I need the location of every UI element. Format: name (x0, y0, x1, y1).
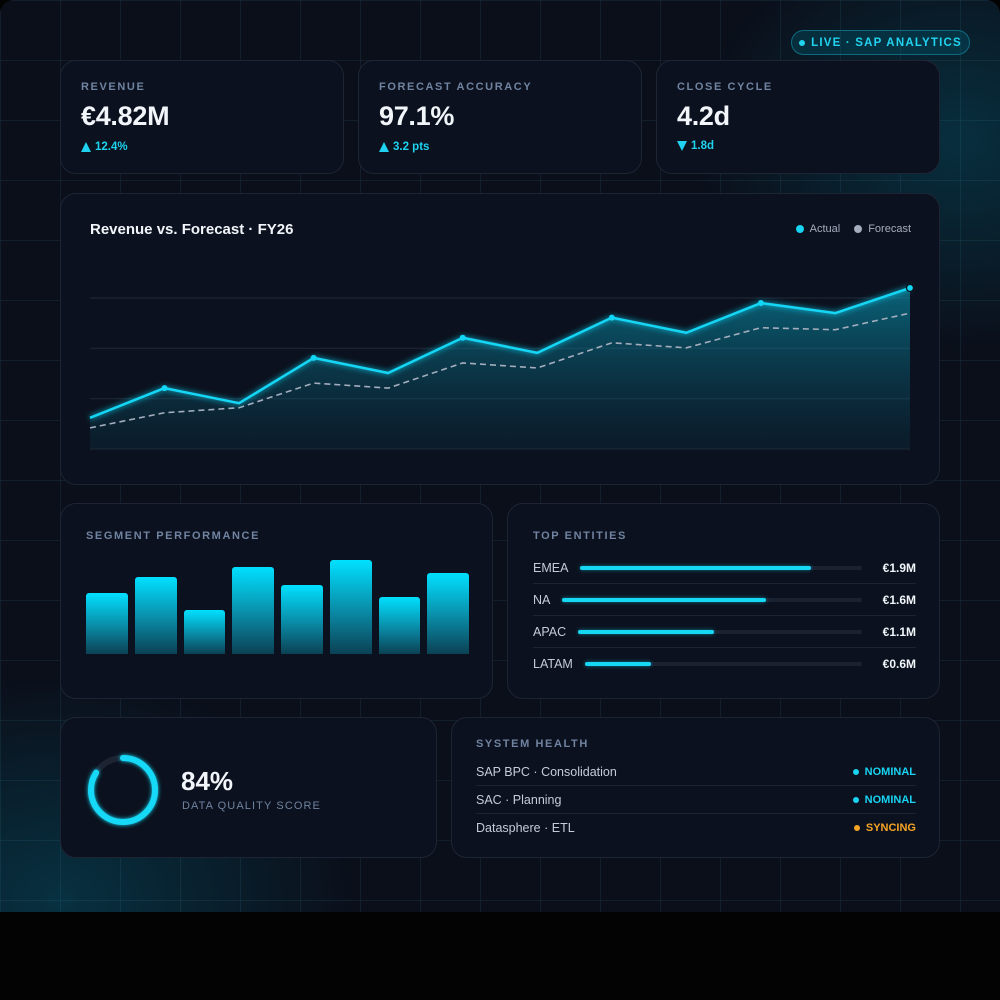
chart-title: Revenue vs. Forecast · FY26 (90, 221, 294, 238)
live-badge-label: LIVE · SAP ANALYTICS (811, 36, 962, 49)
kpi-delta: 1.8d (677, 140, 714, 152)
data-quality-card: 84% DATA QUALITY SCORE (60, 717, 437, 858)
kpi-card-revenue[interactable]: REVENUE €4.82M 12.4% (60, 60, 344, 174)
entity-name: APAC (533, 624, 567, 639)
system-row[interactable]: SAP BPC · Consolidation NOMINAL (476, 758, 916, 786)
entity-progress-fill (580, 565, 812, 570)
trend-down-icon (677, 141, 687, 151)
legend-dot-icon (854, 225, 863, 233)
entity-progress-track (580, 565, 862, 570)
entity-row[interactable]: APAC €1.1M (533, 616, 916, 648)
legend-label: Forecast (868, 223, 911, 235)
kpi-card-close-cycle[interactable]: CLOSE CYCLE 4.2d 1.8d (656, 60, 940, 174)
entity-row[interactable]: LATAM €0.6M (533, 648, 916, 680)
entity-name: NA (533, 592, 551, 607)
entity-value: €0.6M (882, 657, 916, 671)
system-name: Datasphere · ETL (476, 821, 575, 835)
system-status-badge: SYNCING (853, 822, 916, 834)
trend-up-icon (379, 142, 389, 152)
entity-progress-fill (562, 597, 767, 602)
kpi-card-forecast-accuracy[interactable]: FORECAST ACCURACY 97.1% 3.2 pts (358, 60, 642, 174)
system-status-label: NOMINAL (864, 793, 916, 806)
system-list: SAP BPC · Consolidation NOMINAL SAC · Pl… (476, 758, 916, 842)
legend-item-forecast[interactable]: Forecast (854, 223, 911, 235)
status-dot-icon (853, 825, 860, 831)
legend-label: Actual (809, 223, 841, 235)
entity-name: EMEA (533, 560, 569, 575)
entity-value: €1.1M (882, 624, 916, 639)
segment-bar-chart (86, 504, 470, 654)
status-dot-icon (852, 768, 859, 775)
entity-progress-track (562, 597, 862, 602)
top-entities-card: TOP ENTITIES EMEA €1.9M NA €1.6M APAC €1… (507, 503, 940, 699)
entity-value: €1.6M (882, 592, 916, 607)
trend-up-icon (81, 142, 91, 152)
segment-bar[interactable] (86, 593, 128, 654)
segment-bar[interactable] (379, 597, 420, 654)
entity-name: LATAM (533, 657, 573, 671)
legend-item-actual[interactable]: Actual (795, 223, 841, 235)
live-indicator-icon (799, 39, 806, 46)
segment-bar[interactable] (330, 560, 372, 654)
card-title: SYSTEM HEALTH (476, 738, 589, 750)
kpi-value: 4.2d (677, 101, 730, 131)
entity-progress-fill (578, 629, 715, 634)
chart-legend: Actual Forecast (795, 223, 911, 235)
entity-value: €1.9M (882, 560, 916, 575)
kpi-label: CLOSE CYCLE (677, 81, 773, 93)
kpi-value: €4.82M (81, 101, 170, 131)
entity-progress-fill (584, 662, 652, 666)
system-status-badge: NOMINAL (852, 793, 916, 806)
system-status-label: SYNCING (865, 822, 916, 834)
system-name: SAC · Planning (476, 792, 562, 807)
legend-dot-icon (795, 225, 804, 233)
kpi-delta-value: 3.2 pts (393, 141, 430, 153)
system-row[interactable]: Datasphere · ETL SYNCING (476, 814, 916, 842)
data-quality-value: 84% (181, 766, 234, 796)
entity-list: EMEA €1.9M NA €1.6M APAC €1.1M LATAM €0.… (533, 552, 916, 680)
line-chart-plot[interactable] (61, 194, 941, 486)
entity-row[interactable]: NA €1.6M (533, 584, 916, 616)
segment-bar[interactable] (184, 610, 225, 654)
segment-bar[interactable] (427, 573, 469, 654)
data-quality-ring-gauge (88, 755, 158, 825)
card-title: TOP ENTITIES (533, 530, 627, 542)
entity-progress-track (584, 662, 862, 666)
live-status-badge: LIVE · SAP ANALYTICS (791, 30, 970, 55)
system-status-label: NOMINAL (864, 765, 916, 778)
system-status-badge: NOMINAL (852, 765, 916, 778)
segment-bar[interactable] (281, 585, 323, 654)
data-quality-label: DATA QUALITY SCORE (182, 800, 321, 812)
kpi-delta: 3.2 pts (379, 141, 429, 153)
kpi-label: FORECAST ACCURACY (379, 81, 533, 93)
segment-performance-card: SEGMENT PERFORMANCE (60, 503, 493, 699)
status-dot-icon (852, 796, 859, 803)
system-row[interactable]: SAC · Planning NOMINAL (476, 786, 916, 814)
dashboard-canvas: LIVE · SAP ANALYTICS REVENUE €4.82M 12.4… (0, 0, 1000, 912)
entity-row[interactable]: EMEA €1.9M (533, 552, 916, 584)
card-title: SEGMENT PERFORMANCE (86, 530, 261, 542)
segment-bar[interactable] (135, 577, 177, 654)
entity-progress-track (578, 629, 862, 634)
kpi-delta: 12.4% (81, 141, 128, 153)
revenue-forecast-chart-card: Revenue vs. Forecast · FY26 Actual Forec… (60, 193, 940, 485)
kpi-value: 97.1% (379, 101, 455, 131)
system-name: SAP BPC · Consolidation (476, 764, 617, 779)
segment-bar[interactable] (232, 567, 274, 654)
kpi-delta-value: 1.8d (691, 140, 715, 152)
system-health-card: SYSTEM HEALTH SAP BPC · Consolidation NO… (451, 717, 940, 858)
kpi-delta-value: 12.4% (95, 141, 128, 153)
kpi-label: REVENUE (81, 81, 146, 93)
